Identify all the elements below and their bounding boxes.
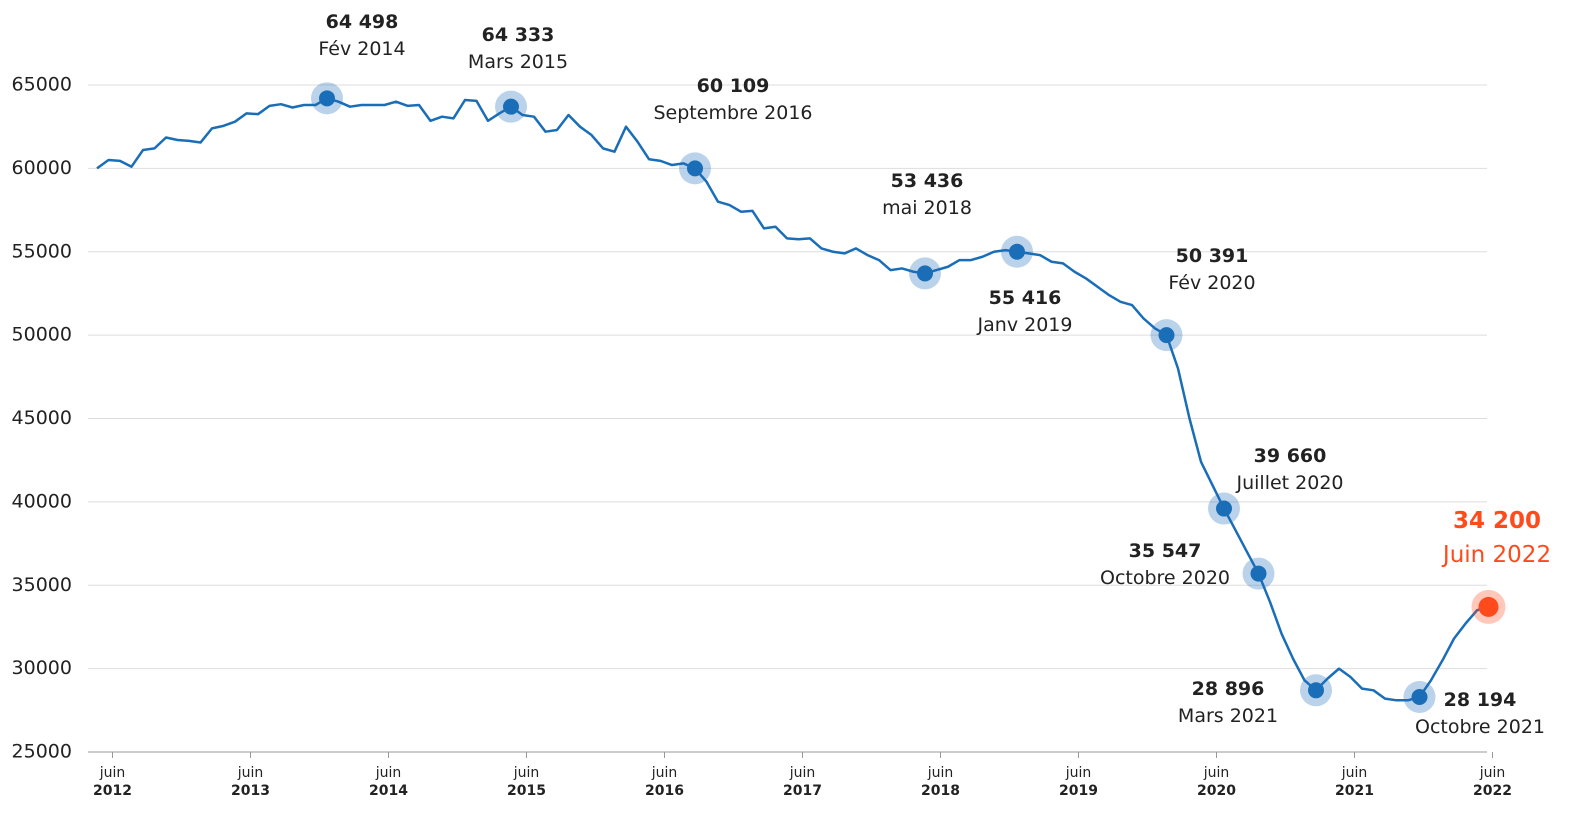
highlight-dot (319, 90, 335, 107)
y-tick-label: 50000 (12, 324, 72, 346)
annotation-value: 35 547 (1129, 540, 1202, 562)
x-tick-label: juin 2019 (1059, 765, 1098, 799)
y-tick-label: 60000 (12, 157, 72, 179)
annotation-label: Septembre 2016 (654, 102, 813, 124)
x-tick-label: juin 2014 (369, 765, 408, 799)
x-tick-label: juin 2012 (93, 765, 132, 799)
highlight-dot (1308, 682, 1324, 699)
x-tick-label: juin 2021 (1335, 765, 1374, 799)
highlight-dot (1216, 500, 1232, 517)
annotation-label: mai 2018 (882, 197, 972, 219)
y-tick-label: 25000 (12, 741, 72, 763)
annotation-value: 53 436 (891, 170, 964, 192)
y-tick-label: 55000 (12, 240, 72, 262)
annotation-label: Mars 2015 (468, 51, 568, 73)
y-tick-label: 35000 (12, 574, 72, 596)
y-tick-label: 45000 (12, 407, 72, 429)
highlight-dot (687, 160, 703, 177)
y-tick-label: 40000 (12, 490, 72, 512)
annotation-value: 50 391 (1176, 245, 1249, 267)
x-tick-label: juin 2022 (1473, 765, 1512, 799)
x-tick-label: juin 2015 (507, 765, 546, 799)
y-tick-label: 30000 (12, 657, 72, 679)
annotation-label: Janv 2019 (977, 314, 1073, 336)
annotation-value: 64 498 (326, 11, 399, 33)
x-tick-label: juin 2020 (1197, 765, 1236, 799)
highlight-dot (1411, 688, 1428, 705)
annotation-value: 55 416 (989, 287, 1062, 309)
annotation-value: 39 660 (1254, 445, 1327, 467)
highlight-dot (1250, 565, 1267, 582)
y-tick-label: 65000 (12, 74, 72, 96)
annotation-label: Octobre 2021 (1415, 716, 1545, 738)
annotation-label: Juin 2022 (1441, 542, 1551, 568)
highlight-dot (503, 98, 519, 115)
highlight-dot (917, 265, 933, 282)
annotation-label: Fév 2020 (1168, 272, 1255, 294)
annotation-label: Octobre 2020 (1100, 567, 1230, 589)
highlight-dot (1009, 243, 1025, 260)
annotation-value: 60 109 (697, 75, 770, 97)
x-tick-label: juin 2017 (783, 765, 822, 799)
highlight-dot (1478, 596, 1499, 617)
highlight-dot (1158, 327, 1175, 344)
line (96, 97, 1489, 702)
annotation-label: Juillet 2020 (1235, 472, 1343, 494)
x-tick-label: juin 2016 (645, 765, 684, 799)
annotation-label: Mars 2021 (1178, 705, 1278, 727)
x-tick-label: juin 2013 (231, 765, 270, 799)
annotation-value: 64 333 (482, 24, 555, 46)
annotation-value: 34 200 (1453, 508, 1541, 534)
annotation-label: Fév 2014 (318, 38, 405, 60)
annotation-value: 28 194 (1444, 689, 1517, 711)
annotation-value: 28 896 (1192, 678, 1265, 700)
x-tick-label: juin 2018 (921, 765, 960, 799)
